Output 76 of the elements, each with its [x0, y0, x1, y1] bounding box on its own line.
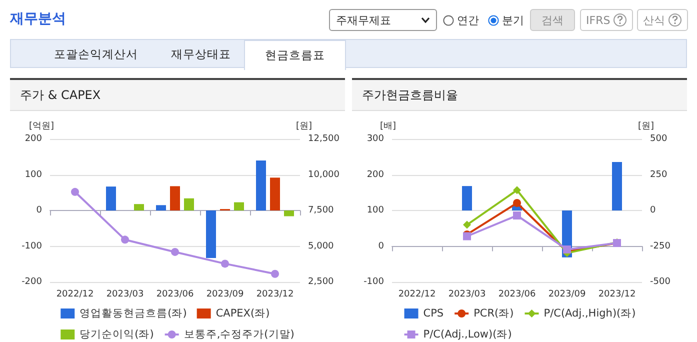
- point: [513, 198, 521, 207]
- bar: [206, 210, 216, 258]
- y-tick-label: 100: [24, 170, 42, 180]
- bar: [134, 204, 144, 210]
- legend-label: P/C(Adj.,Low)(좌): [423, 328, 512, 340]
- point: [513, 212, 521, 220]
- text: 현금흐름표: [244, 40, 346, 70]
- y-tick-label: 200: [366, 170, 384, 180]
- x-tick-label: 2023/06: [498, 290, 536, 300]
- point: [463, 220, 471, 229]
- text: 재무분석: [10, 10, 66, 28]
- bar: [612, 162, 622, 210]
- y-axis-title: [억원]: [28, 122, 54, 132]
- bar: [184, 198, 194, 210]
- chart-title: 주가 & CAPEX: [10, 80, 345, 111]
- y-tick-label: 100: [366, 206, 384, 216]
- point: [71, 188, 79, 196]
- legend-label: CPS: [423, 308, 444, 320]
- x-tick-label: 2023/03: [448, 290, 486, 300]
- y2-tick-label: 7,500: [308, 206, 334, 216]
- bar: [284, 210, 294, 216]
- y2-tick-label: 0: [650, 206, 656, 216]
- point: [563, 245, 571, 254]
- text: 검색: [530, 9, 575, 31]
- text: 주재무제표: [336, 12, 391, 28]
- text: 재무상태표: [170, 46, 232, 63]
- text: 연간: [457, 12, 479, 28]
- bar: [462, 186, 472, 210]
- legend-label: 보통주,수정주가(기말): [184, 328, 294, 340]
- y-tick-label: -100: [22, 241, 42, 252]
- y2-tick-label: 500: [650, 134, 668, 144]
- x-tick-label: 2023/12: [256, 290, 294, 300]
- text: 산식: [643, 12, 665, 28]
- y2-tick-label: 12,500: [308, 134, 340, 144]
- legend-label: 영업활동현금흐름(좌): [80, 308, 187, 320]
- x-tick-label: 2022/12: [398, 290, 436, 300]
- x-tick-label: 2023/06: [156, 290, 194, 300]
- y-axis-title: [배]: [380, 122, 396, 132]
- y2-tick-label: 5,000: [308, 241, 334, 252]
- y2-axis-title: [원]: [638, 122, 654, 132]
- text: 포괄손익계산서: [53, 46, 139, 63]
- bar: [106, 186, 116, 210]
- x-tick-label: 2022/12: [56, 290, 94, 300]
- bar: [156, 205, 166, 210]
- bar: [270, 178, 280, 210]
- point: [271, 270, 279, 278]
- x-tick-label: 2023/12: [598, 290, 636, 300]
- y-tick-label: 200: [24, 134, 42, 144]
- y2-tick-label: -250: [650, 241, 671, 252]
- y-tick-label: -100: [364, 277, 384, 287]
- text: IFRS: [586, 14, 610, 26]
- text: 분기: [502, 12, 524, 28]
- y2-tick-label: 2,500: [308, 277, 334, 287]
- bar: [170, 186, 180, 210]
- legend-label: P/C(Adj.,High)(좌): [544, 308, 636, 320]
- x-tick-label: 2023/03: [106, 290, 144, 300]
- legend-label: PCR(좌): [474, 308, 514, 320]
- point: [513, 186, 521, 194]
- point: [221, 260, 229, 268]
- bar: [234, 202, 244, 210]
- y2-tick-label: 10,000: [308, 170, 340, 180]
- x-tick-label: 2023/09: [206, 290, 244, 300]
- y2-tick-label: 250: [650, 170, 668, 180]
- point: [121, 236, 129, 244]
- y2-axis-title: [원]: [296, 122, 312, 132]
- legend-label: 당기순이익(좌): [80, 328, 154, 340]
- point: [171, 248, 179, 256]
- bar: [256, 160, 266, 210]
- y-tick-label: -200: [22, 277, 42, 287]
- legend-label: CAPEX(좌): [216, 308, 270, 320]
- y2-tick-label: -500: [650, 277, 671, 287]
- x-tick-label: 2023/09: [548, 290, 586, 300]
- y-tick-label: 300: [366, 134, 384, 144]
- chart-title: 주가현금흐름비율: [352, 80, 687, 111]
- y-tick-label: 0: [36, 206, 42, 216]
- y-tick-label: 0: [378, 241, 384, 252]
